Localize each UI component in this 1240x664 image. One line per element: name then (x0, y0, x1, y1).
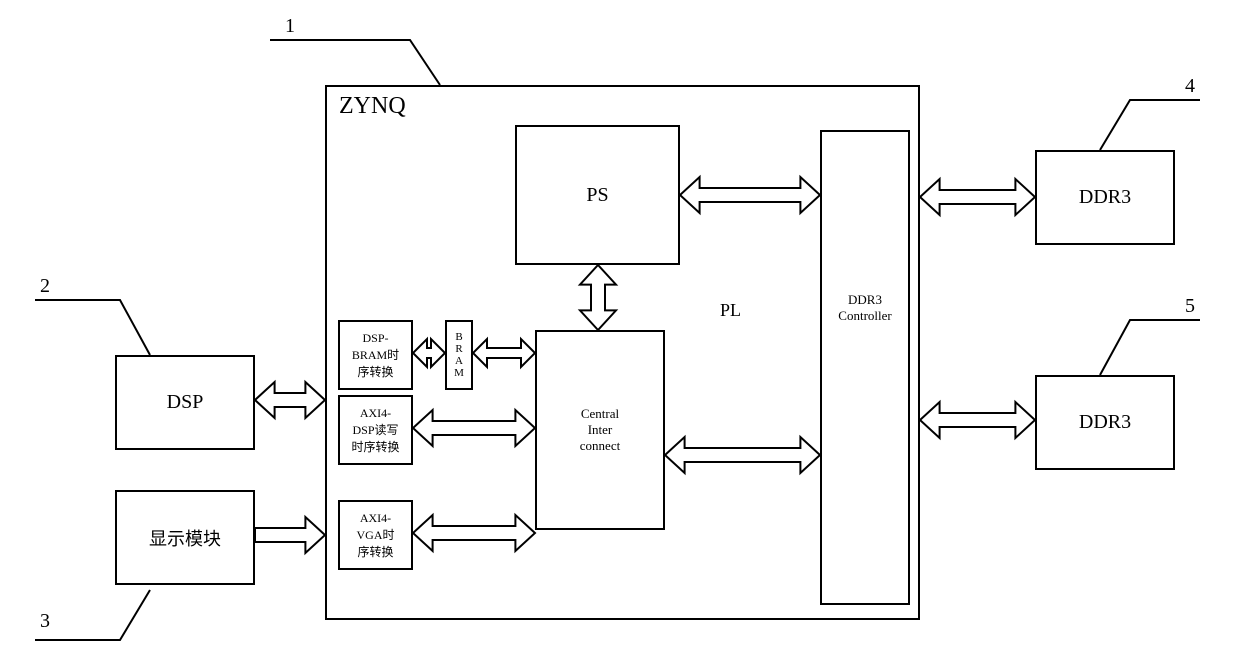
callout-2: 2 (40, 275, 50, 298)
callout-4: 4 (1185, 75, 1195, 98)
callouts-layer (0, 0, 1240, 664)
callout-5: 5 (1185, 295, 1195, 318)
callout-1: 1 (285, 15, 295, 38)
callout-3: 3 (40, 610, 50, 633)
